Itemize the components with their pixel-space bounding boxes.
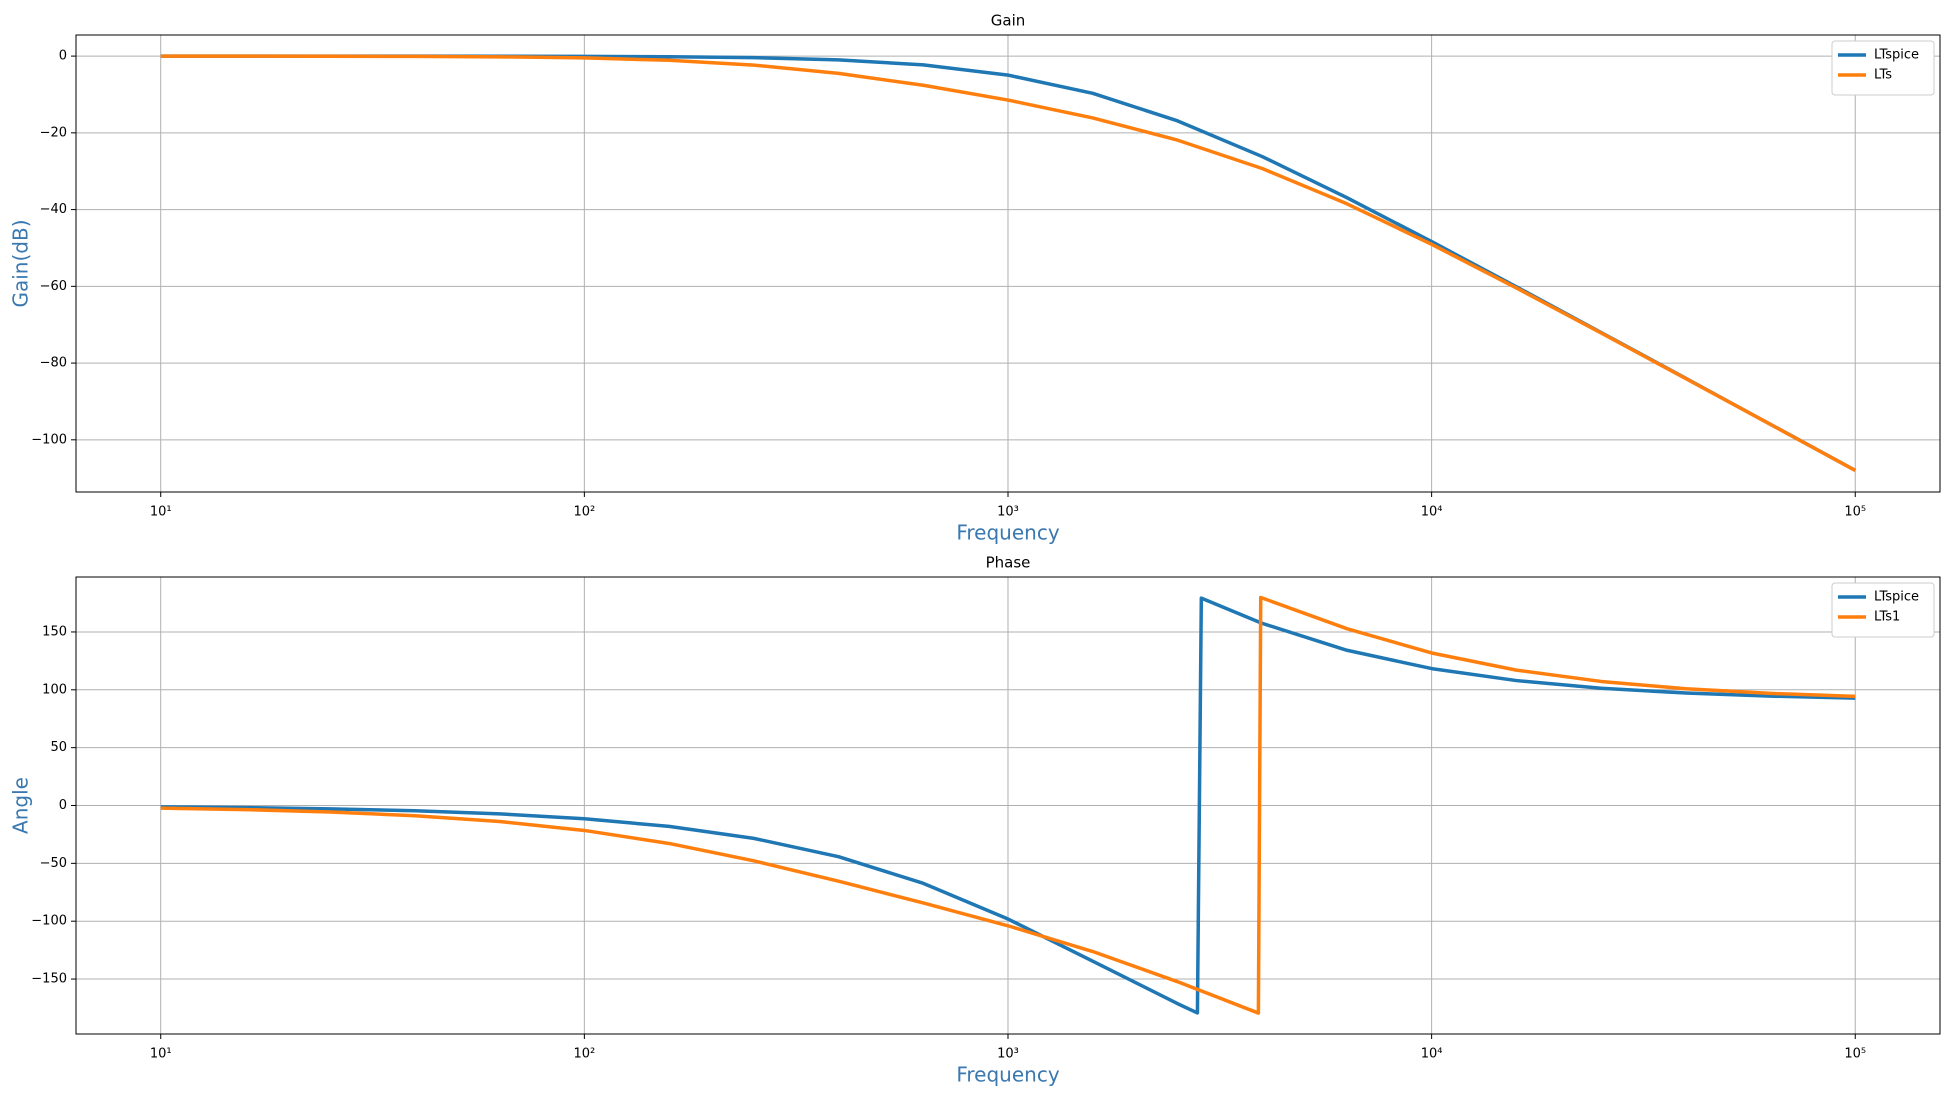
line-series bbox=[160, 595, 1856, 1015]
y-axis-label: Angle bbox=[9, 777, 33, 834]
y-tick-label: −100 bbox=[31, 432, 67, 447]
y-tick-label: −20 bbox=[40, 125, 67, 140]
legend-label: LTspice bbox=[1874, 590, 1919, 605]
y-tick-label: 100 bbox=[42, 682, 67, 697]
y-tick-label: −100 bbox=[31, 914, 67, 929]
y-tick-label: 50 bbox=[50, 740, 67, 755]
plot-frame bbox=[75, 576, 1941, 1035]
line-series bbox=[160, 596, 1856, 1015]
x-tick-label: 10⁵ bbox=[1844, 505, 1866, 520]
legend-label: LTspice bbox=[1874, 48, 1919, 63]
y-tick-label: −40 bbox=[40, 202, 67, 217]
line-series bbox=[160, 54, 1857, 472]
y-tick-label: −150 bbox=[31, 972, 67, 987]
y-tick-label: 0 bbox=[59, 49, 67, 64]
plot-frame bbox=[75, 34, 1941, 493]
chart-title: Phase bbox=[986, 554, 1031, 572]
legend-label: LTs bbox=[1874, 68, 1892, 83]
legend-label: LTs1 bbox=[1874, 610, 1900, 625]
x-tick-label: 10² bbox=[573, 505, 595, 520]
x-tick-label: 10² bbox=[573, 1047, 595, 1062]
x-axis-label: Frequency bbox=[956, 521, 1059, 545]
y-tick-label: −80 bbox=[40, 356, 67, 371]
x-tick-label: 10⁵ bbox=[1844, 1047, 1866, 1062]
y-tick-label: −50 bbox=[40, 856, 67, 871]
y-axis-label: Gain(dB) bbox=[9, 219, 33, 307]
x-tick-label: 10³ bbox=[997, 1047, 1019, 1062]
chart-title: Gain bbox=[991, 12, 1026, 30]
x-tick-label: 10⁴ bbox=[1421, 505, 1443, 520]
y-tick-label: 0 bbox=[59, 798, 67, 813]
y-tick-label: 150 bbox=[42, 624, 67, 639]
x-tick-label: 10³ bbox=[997, 505, 1019, 520]
x-tick-label: 10⁴ bbox=[1421, 1047, 1443, 1062]
x-tick-label: 10¹ bbox=[150, 1047, 172, 1062]
x-axis-label: Frequency bbox=[956, 1063, 1059, 1087]
x-tick-label: 10¹ bbox=[150, 505, 172, 520]
y-tick-label: −60 bbox=[40, 279, 67, 294]
